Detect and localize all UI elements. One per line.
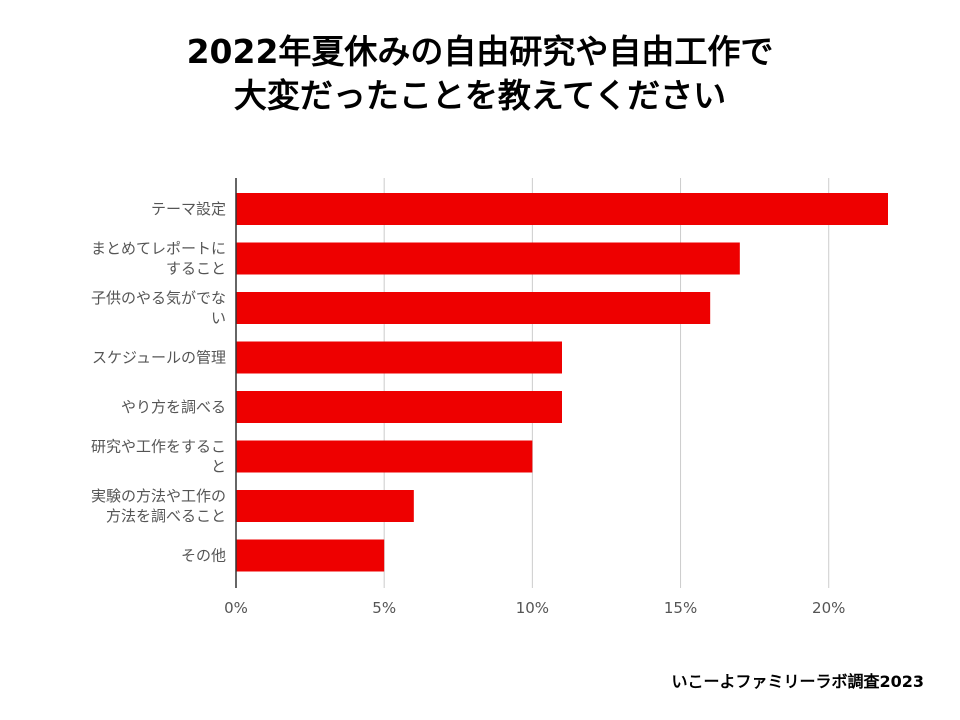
- x-tick-label: 5%: [372, 599, 396, 617]
- category-label: 方法を調べること: [106, 507, 226, 525]
- category-label: 研究や工作をするこ: [91, 438, 226, 456]
- x-tick-label: 0%: [224, 599, 248, 617]
- category-label: やり方を調べる: [121, 398, 226, 416]
- chart-title-line1: 2022年夏休みの自由研究や自由工作で: [186, 32, 774, 71]
- category-label: スケジュールの管理: [92, 349, 226, 367]
- bar: [236, 292, 711, 324]
- bar: [236, 490, 414, 522]
- category-label: い: [211, 309, 226, 327]
- category-label: と: [211, 458, 226, 476]
- bar: [236, 193, 888, 225]
- bar: [236, 440, 533, 473]
- bar: [236, 242, 740, 275]
- source-credit: いこーよファミリーラボ調査2023: [671, 672, 924, 691]
- category-label: まとめてレポートに: [91, 240, 226, 258]
- chart-title-line2: 大変だったことを教えてください: [233, 76, 727, 115]
- category-label: 実験の方法や工作の: [91, 487, 226, 505]
- category-label: テーマ設定: [151, 200, 226, 218]
- x-tick-label: 15%: [664, 599, 697, 617]
- bar: [236, 341, 562, 374]
- category-label: その他: [181, 547, 226, 565]
- x-tick-label: 10%: [516, 599, 549, 617]
- bar: [236, 391, 562, 423]
- category-label: すること: [166, 260, 226, 278]
- category-label: 子供のやる気がでな: [91, 289, 226, 307]
- x-tick-label: 20%: [812, 599, 845, 617]
- bar: [236, 539, 385, 572]
